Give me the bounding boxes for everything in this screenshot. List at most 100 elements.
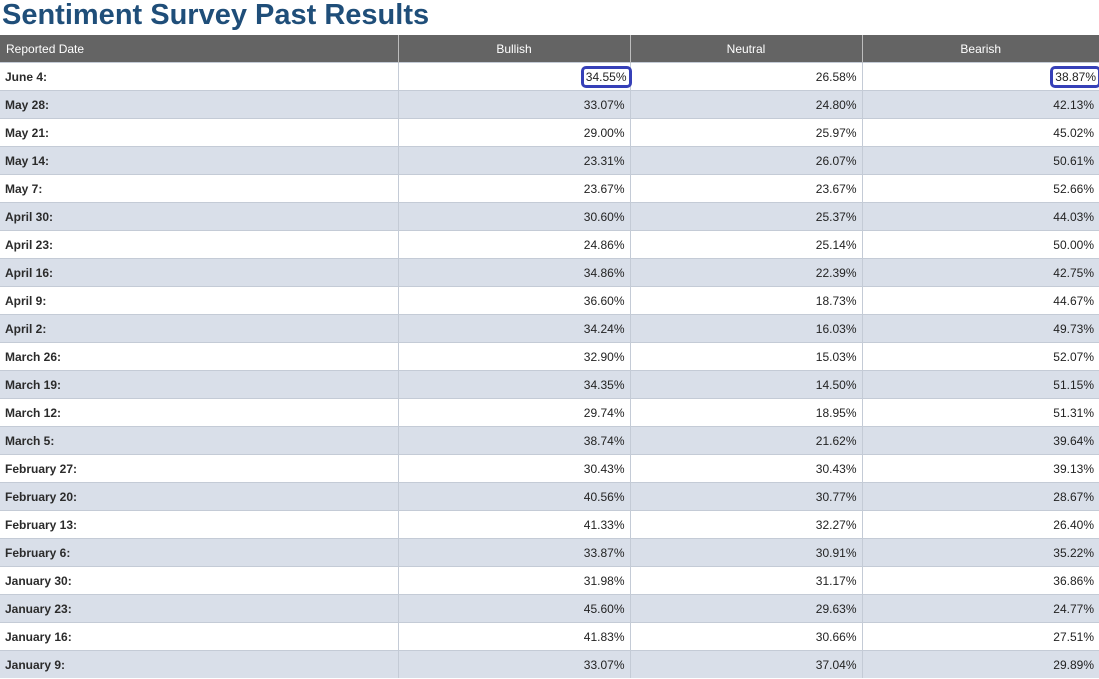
table-row: April 16: 34.86% 22.39% 42.75% (0, 258, 1099, 287)
neutral-cell: 25.97% (630, 118, 863, 147)
reported-date-cell: January 23: (0, 594, 399, 623)
bullish-cell: 31.98% (398, 566, 631, 595)
neutral-cell: 30.66% (630, 622, 863, 651)
page-title: Sentiment Survey Past Results (2, 0, 430, 31)
bearish-cell: 52.07% (862, 342, 1099, 371)
bearish-cell: 49.73% (862, 314, 1099, 343)
reported-date-cell: April 9: (0, 286, 399, 315)
reported-date-cell: May 7: (0, 174, 399, 203)
table-row: January 16: 41.83% 30.66% 27.51% (0, 622, 1099, 651)
neutral-cell: 37.04% (630, 650, 863, 678)
neutral-cell: 16.03% (630, 314, 863, 343)
bullish-cell: 34.24% (398, 314, 631, 343)
bullish-cell: 32.90% (398, 342, 631, 371)
neutral-cell: 29.63% (630, 594, 863, 623)
table-row: June 4: 34.55% 26.58% 38.87% (0, 62, 1099, 91)
table-row: April 2: 34.24% 16.03% 49.73% (0, 314, 1099, 343)
bullish-cell: 33.07% (398, 90, 631, 119)
bullish-cell: 29.00% (398, 118, 631, 147)
bearish-cell: 39.64% (862, 426, 1099, 455)
bullish-cell: 40.56% (398, 482, 631, 511)
neutral-cell: 21.62% (630, 426, 863, 455)
table-row: March 5: 38.74% 21.62% 39.64% (0, 426, 1099, 455)
bearish-cell: 24.77% (862, 594, 1099, 623)
table-header: Reported Date Bullish Neutral Bearish (0, 35, 1099, 63)
bearish-cell: 35.22% (862, 538, 1099, 567)
reported-date-cell: May 28: (0, 90, 399, 119)
reported-date-cell: February 6: (0, 538, 399, 567)
table-row: February 20: 40.56% 30.77% 28.67% (0, 482, 1099, 511)
bullish-cell: 33.87% (398, 538, 631, 567)
neutral-cell: 23.67% (630, 174, 863, 203)
neutral-cell: 14.50% (630, 370, 863, 399)
neutral-cell: 15.03% (630, 342, 863, 371)
table-row: March 19: 34.35% 14.50% 51.15% (0, 370, 1099, 399)
reported-date-cell: March 5: (0, 426, 399, 455)
reported-date-cell: March 26: (0, 342, 399, 371)
bullish-cell: 30.60% (398, 202, 631, 231)
bullish-cell: 36.60% (398, 286, 631, 315)
bearish-cell: 50.00% (862, 230, 1099, 259)
bullish-cell: 34.55% (398, 62, 632, 91)
table-row: January 30: 31.98% 31.17% 36.86% (0, 566, 1099, 595)
table-row: February 27: 30.43% 30.43% 39.13% (0, 454, 1099, 483)
reported-date-cell: April 23: (0, 230, 399, 259)
table-row: May 7: 23.67% 23.67% 52.66% (0, 174, 1099, 203)
bullish-cell: 30.43% (398, 454, 631, 483)
table-row: February 6: 33.87% 30.91% 35.22% (0, 538, 1099, 567)
reported-date-cell: April 2: (0, 314, 399, 343)
reported-date-cell: March 19: (0, 370, 399, 399)
reported-date-cell: February 20: (0, 482, 399, 511)
reported-date-cell: March 12: (0, 398, 399, 427)
table-row: January 9: 33.07% 37.04% 29.89% (0, 650, 1099, 678)
table-row: January 23: 45.60% 29.63% 24.77% (0, 594, 1099, 623)
bullish-highlighted-value: 34.55% (580, 65, 632, 88)
bearish-highlighted-value: 38.87% (1050, 65, 1099, 88)
bullish-cell: 33.07% (398, 650, 631, 678)
neutral-cell: 25.14% (630, 230, 863, 259)
neutral-cell: 22.39% (630, 258, 863, 287)
bearish-cell: 44.67% (862, 286, 1099, 315)
neutral-cell: 30.91% (630, 538, 863, 567)
column-header-bearish: Bearish (862, 35, 1099, 63)
table-row: May 21: 29.00% 25.97% 45.02% (0, 118, 1099, 147)
table-row: March 26: 32.90% 15.03% 52.07% (0, 342, 1099, 371)
reported-date-cell: May 14: (0, 146, 399, 175)
reported-date-cell: April 30: (0, 202, 399, 231)
table-row: April 23: 24.86% 25.14% 50.00% (0, 230, 1099, 259)
neutral-cell: 26.58% (630, 62, 863, 91)
table-row: March 12: 29.74% 18.95% 51.31% (0, 398, 1099, 427)
neutral-cell: 30.77% (630, 482, 863, 511)
sentiment-results-table: Reported Date Bullish Neutral Bearish Ju… (0, 35, 1099, 678)
table-body: June 4: 34.55% 26.58% 38.87% May 28: 33.07% 24… (0, 62, 1099, 678)
reported-date-cell: June 4: (0, 62, 399, 91)
table-row: May 14: 23.31% 26.07% 50.61% (0, 146, 1099, 175)
reported-date-cell: April 16: (0, 258, 399, 287)
bearish-cell: 27.51% (862, 622, 1099, 651)
reported-date-cell: January 9: (0, 650, 399, 678)
bearish-cell: 38.87% (862, 62, 1099, 91)
neutral-cell: 18.73% (630, 286, 863, 315)
neutral-cell: 25.37% (630, 202, 863, 231)
bullish-cell: 34.86% (398, 258, 631, 287)
bearish-cell: 51.15% (862, 370, 1099, 399)
bullish-cell: 41.83% (398, 622, 631, 651)
bearish-cell: 45.02% (862, 118, 1099, 147)
table-row: May 28: 33.07% 24.80% 42.13% (0, 90, 1099, 119)
table-row: February 13: 41.33% 32.27% 26.40% (0, 510, 1099, 539)
neutral-cell: 18.95% (630, 398, 863, 427)
bearish-cell: 36.86% (862, 566, 1099, 595)
bearish-cell: 28.67% (862, 482, 1099, 511)
neutral-cell: 26.07% (630, 146, 863, 175)
reported-date-cell: February 27: (0, 454, 399, 483)
neutral-cell: 31.17% (630, 566, 863, 595)
bullish-cell: 41.33% (398, 510, 631, 539)
reported-date-cell: May 21: (0, 118, 399, 147)
bullish-cell: 29.74% (398, 398, 631, 427)
table-row: April 30: 30.60% 25.37% 44.03% (0, 202, 1099, 231)
bearish-cell: 26.40% (862, 510, 1099, 539)
bullish-cell: 24.86% (398, 230, 631, 259)
bearish-cell: 44.03% (862, 202, 1099, 231)
bearish-cell: 52.66% (862, 174, 1099, 203)
bearish-cell: 42.75% (862, 258, 1099, 287)
